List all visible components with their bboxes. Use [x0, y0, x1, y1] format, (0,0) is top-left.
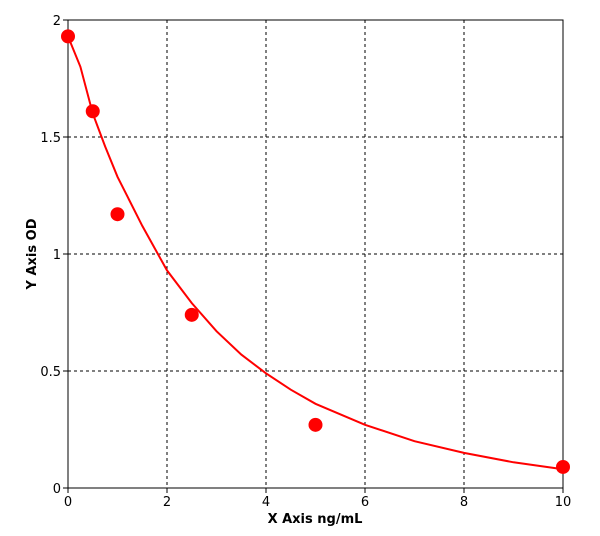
x-tick-label: 8	[460, 495, 468, 510]
y-axis-title: Y Axis OD	[25, 218, 40, 290]
x-tick-label: 10	[555, 495, 572, 510]
x-tick-label: 0	[64, 495, 72, 510]
x-tick-label: 6	[361, 495, 369, 510]
data-point	[110, 207, 125, 222]
data-point	[61, 29, 75, 44]
y-tick-label: 1.5	[40, 131, 61, 146]
grid-lines	[68, 20, 563, 488]
y-tick-label: 0	[53, 482, 61, 497]
x-axis-ticks: 0 2 4 6 8 10	[64, 488, 571, 510]
x-axis-title: X Axis ng/mL	[268, 512, 363, 527]
fit-curve	[67, 36, 564, 471]
y-tick-label: 1	[53, 248, 61, 263]
y-axis-ticks: 0 0.5 1 1.5 2	[40, 14, 68, 497]
data-point	[85, 104, 100, 119]
data-point	[184, 307, 199, 322]
data-point	[308, 417, 323, 432]
x-tick-label: 2	[163, 495, 171, 510]
x-tick-label: 4	[262, 495, 270, 510]
y-tick-label: 0.5	[40, 365, 61, 380]
data-point	[556, 459, 570, 474]
data-points	[61, 29, 570, 474]
y-tick-label: 2	[53, 14, 61, 29]
